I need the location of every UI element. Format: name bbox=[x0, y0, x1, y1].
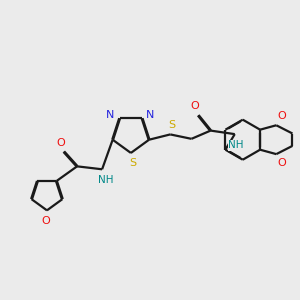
Text: O: O bbox=[56, 138, 65, 148]
Text: S: S bbox=[168, 120, 175, 130]
Text: O: O bbox=[277, 158, 286, 168]
Text: N: N bbox=[146, 110, 154, 120]
Text: O: O bbox=[41, 216, 50, 226]
Text: NH: NH bbox=[229, 140, 244, 150]
Text: NH: NH bbox=[98, 176, 113, 185]
Text: N: N bbox=[106, 110, 114, 120]
Text: S: S bbox=[129, 158, 136, 168]
Text: O: O bbox=[277, 111, 286, 122]
Text: O: O bbox=[190, 101, 199, 111]
